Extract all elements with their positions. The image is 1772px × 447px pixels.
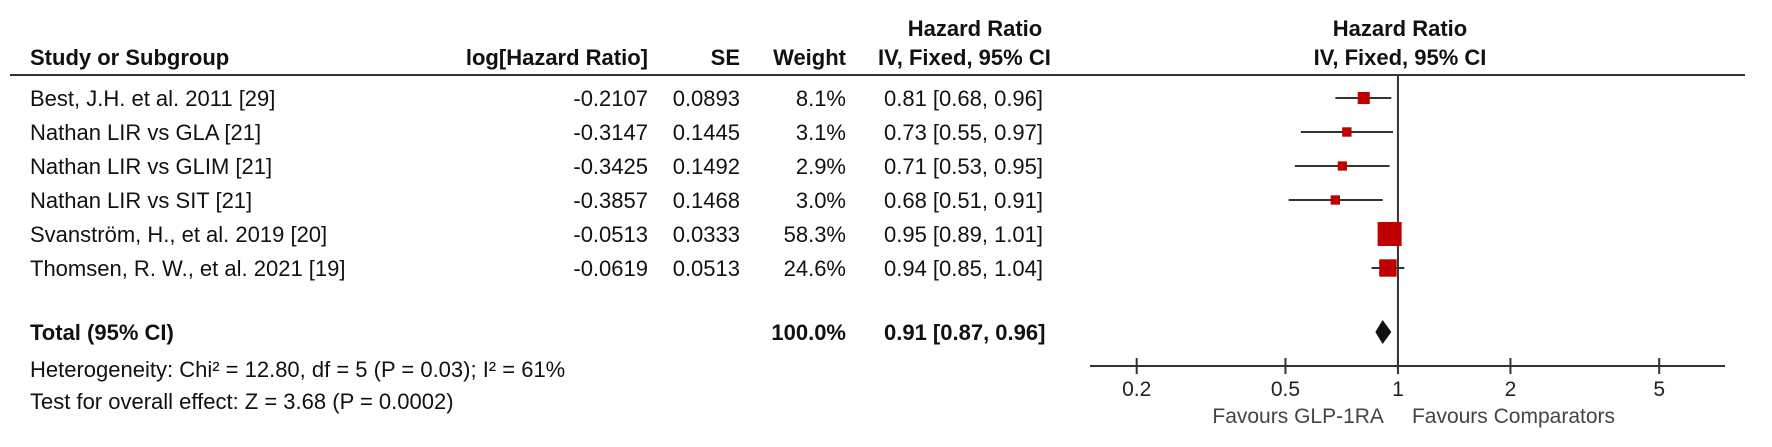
- se-column-header: SE: [710, 45, 740, 70]
- study-name: Nathan LIR vs GLA [21]: [30, 120, 262, 145]
- effect-marker: [1342, 127, 1352, 137]
- x-tick-label: 0.5: [1271, 378, 1300, 401]
- hr-column-title: Hazard Ratio: [907, 16, 1043, 41]
- study-name: Thomsen, R. W., et al. 2021 [19]: [30, 256, 346, 281]
- hr-method-header: IV, Fixed, 95% CI: [878, 45, 1051, 70]
- favours-right-label: Favours Comparators: [1412, 405, 1615, 428]
- study-se: 0.1468: [672, 188, 740, 213]
- loghr-column-header: log[Hazard Ratio]: [465, 45, 648, 70]
- study-weight: 8.1%: [795, 86, 846, 111]
- study-se: 0.1492: [672, 154, 740, 179]
- x-tick-label: 5: [1653, 378, 1665, 401]
- pooled-diamond: [1375, 320, 1392, 344]
- x-tick-label: 2: [1505, 378, 1517, 401]
- study-weight: 24.6%: [783, 256, 846, 281]
- study-loghr: -0.3857: [573, 188, 648, 213]
- weight-column-header: Weight: [773, 45, 846, 70]
- study-se: 0.0893: [672, 86, 740, 111]
- study-ci: 0.95 [0.89, 1.01]: [884, 222, 1044, 247]
- x-tick-label: 0.2: [1122, 378, 1151, 401]
- study-se: 0.0333: [672, 222, 740, 247]
- total-weight: 100.0%: [771, 320, 846, 345]
- study-loghr: -0.0619: [573, 256, 648, 281]
- study-weight: 58.3%: [783, 222, 846, 247]
- study-column-header: Study or Subgroup: [30, 45, 230, 70]
- study-name: Nathan LIR vs SIT [21]: [30, 188, 253, 213]
- heterogeneity-text: Heterogeneity: Chi² = 12.80, df = 5 (P =…: [30, 357, 566, 382]
- plot-method-header: IV, Fixed, 95% CI: [1313, 45, 1487, 70]
- study-ci: 0.68 [0.51, 0.91]: [884, 188, 1044, 213]
- favours-left-label: Favours GLP-1RA: [1212, 405, 1384, 428]
- study-name: Nathan LIR vs GLIM [21]: [30, 154, 273, 179]
- effect-marker: [1379, 259, 1397, 277]
- study-loghr: -0.2107: [573, 86, 648, 111]
- study-ci: 0.73 [0.55, 0.97]: [884, 120, 1044, 145]
- study-ci: 0.81 [0.68, 0.96]: [884, 86, 1044, 111]
- total-label: Total (95% CI): [30, 320, 174, 345]
- effect-marker: [1330, 195, 1340, 205]
- effect-marker: [1357, 91, 1370, 105]
- effect-marker: [1377, 222, 1402, 246]
- effect-marker: [1337, 161, 1347, 171]
- study-loghr: -0.0513: [573, 222, 648, 247]
- study-loghr: -0.3425: [573, 154, 648, 179]
- x-tick-label: 1: [1392, 378, 1404, 401]
- study-se: 0.1445: [672, 120, 740, 145]
- study-ci: 0.94 [0.85, 1.04]: [884, 256, 1044, 281]
- study-weight: 3.1%: [795, 120, 846, 145]
- total-ci: 0.91 [0.87, 0.96]: [884, 320, 1046, 345]
- study-weight: 2.9%: [795, 154, 846, 179]
- header-rule: [10, 74, 1745, 76]
- study-name: Best, J.H. et al. 2011 [29]: [30, 86, 276, 111]
- study-name: Svanström, H., et al. 2019 [20]: [30, 222, 328, 247]
- plot-column-title: Hazard Ratio: [1332, 16, 1468, 41]
- study-ci: 0.71 [0.53, 0.95]: [884, 154, 1044, 179]
- study-loghr: -0.3147: [573, 120, 648, 145]
- study-weight: 3.0%: [795, 188, 846, 213]
- study-se: 0.0513: [672, 256, 740, 281]
- overall-effect-text: Test for overall effect: Z = 3.68 (P = 0…: [30, 389, 454, 414]
